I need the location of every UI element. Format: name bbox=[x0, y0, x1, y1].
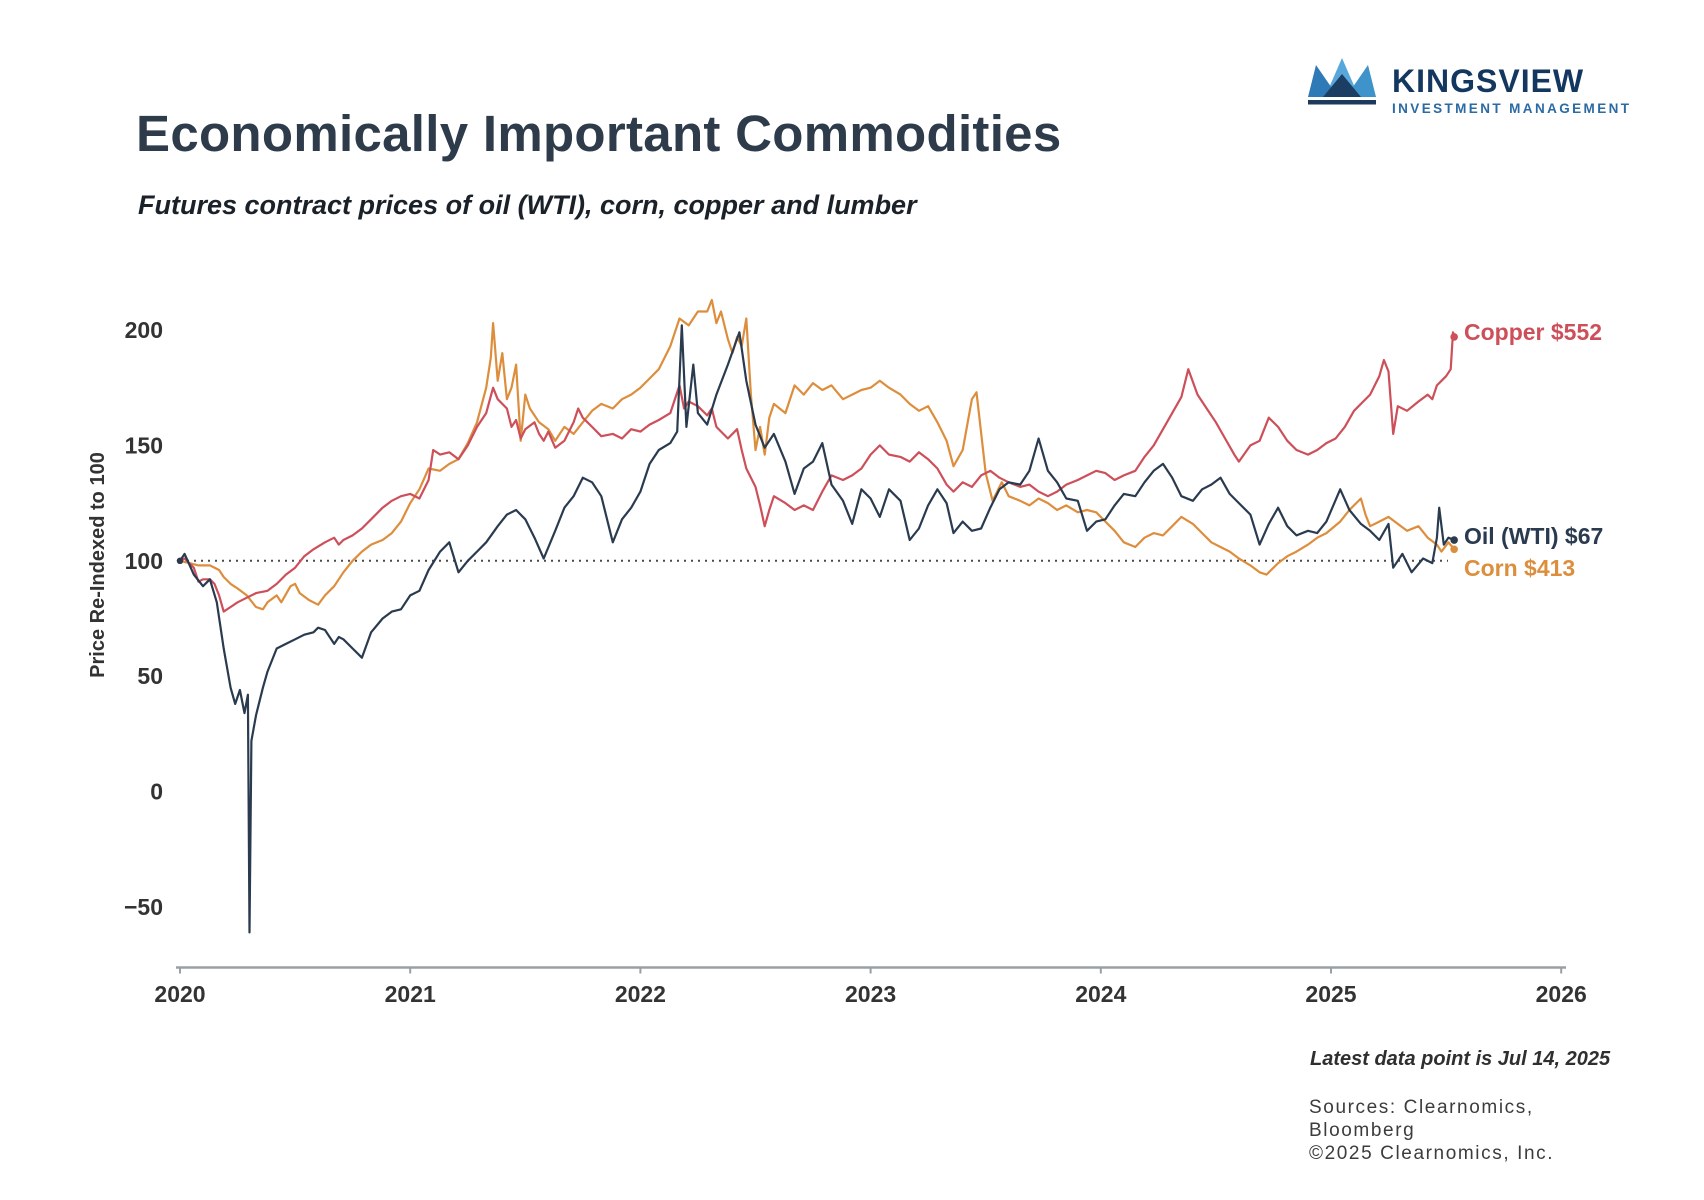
x-tick-label: 2022 bbox=[615, 981, 666, 1007]
latest-data-note: Latest data point is Jul 14, 2025 bbox=[1310, 1048, 1611, 1070]
oil-wti-start-dot bbox=[176, 557, 184, 564]
page-subtitle: Futures contract prices of oil (WTI), co… bbox=[138, 190, 917, 220]
copper-end-dot bbox=[1450, 333, 1458, 341]
sources-line-1: Sources: Clearnomics, bbox=[1309, 1097, 1534, 1118]
y-tick-label: 100 bbox=[125, 548, 163, 574]
sources-line-2: Bloomberg bbox=[1309, 1120, 1416, 1141]
kingsview-logo: KINGSVIEW INVESTMENT MANAGEMENT bbox=[1306, 56, 1631, 116]
x-tick-label: 2023 bbox=[845, 981, 896, 1007]
x-tick-label: 2024 bbox=[1075, 981, 1126, 1007]
x-tick-label: 2020 bbox=[154, 981, 205, 1007]
y-tick-label: 50 bbox=[137, 663, 163, 689]
x-tick-label: 2025 bbox=[1305, 981, 1356, 1007]
oil-wti-line bbox=[178, 324, 1456, 934]
logo-brand-text: KINGSVIEW bbox=[1392, 63, 1585, 99]
corn-series-label: Corn $413 bbox=[1464, 555, 1576, 581]
copper-line bbox=[178, 331, 1456, 613]
crown-icon bbox=[1308, 58, 1376, 105]
sources-block: Sources: Clearnomics, Bloomberg ©2025 Cl… bbox=[1309, 1096, 1554, 1165]
y-tick-label: −50 bbox=[124, 894, 163, 920]
corn-end-dot bbox=[1450, 545, 1458, 554]
y-tick-label: 0 bbox=[150, 779, 163, 805]
y-axis-title: Price Re-Indexed to 100 bbox=[87, 452, 109, 678]
oil-series-label: Oil (WTI) $67 bbox=[1464, 523, 1604, 549]
x-tick-label: 2026 bbox=[1536, 981, 1587, 1007]
x-tick-label: 2021 bbox=[385, 981, 436, 1007]
y-tick-label: 200 bbox=[125, 317, 163, 343]
logo-tagline-text: INVESTMENT MANAGEMENT bbox=[1392, 101, 1632, 116]
copper-series-label: Copper $552 bbox=[1464, 319, 1603, 345]
y-tick-label: 150 bbox=[125, 432, 163, 458]
copyright-line: ©2025 Clearnomics, Inc. bbox=[1309, 1143, 1555, 1164]
page-title: Economically Important Commodities bbox=[136, 105, 1062, 162]
oil-wti-end-dot bbox=[1450, 536, 1458, 544]
